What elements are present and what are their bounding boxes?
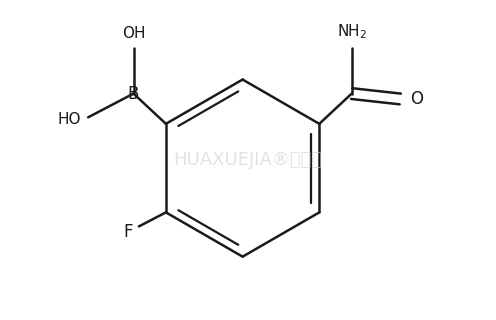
Text: F: F (124, 223, 133, 241)
Text: HUAXUEJIA®化学加: HUAXUEJIA®化学加 (174, 151, 322, 169)
Text: NH$_2$: NH$_2$ (337, 22, 367, 41)
Text: O: O (410, 90, 423, 108)
Text: HO: HO (57, 112, 80, 127)
Text: OH: OH (122, 26, 145, 41)
Text: B: B (128, 84, 139, 103)
